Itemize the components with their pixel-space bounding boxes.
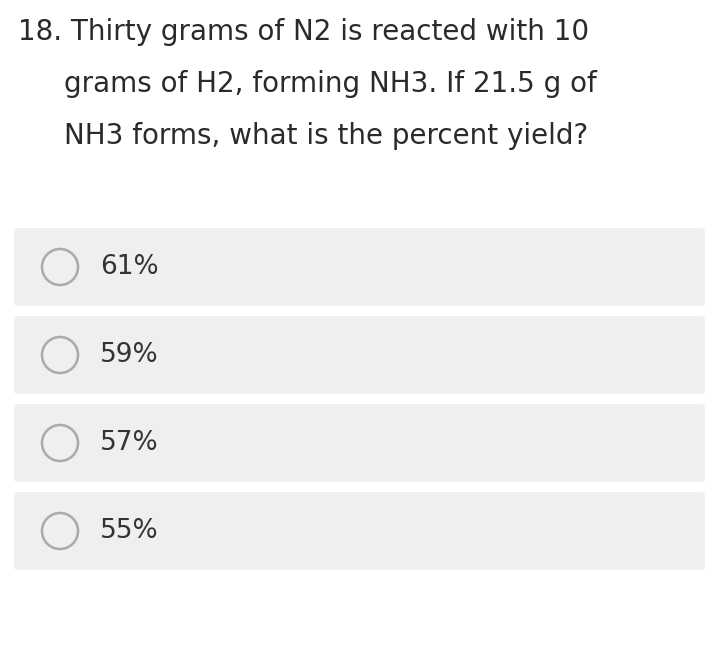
Text: grams of H2, forming NH3. If 21.5 g of: grams of H2, forming NH3. If 21.5 g of <box>64 70 597 98</box>
Text: 61%: 61% <box>100 254 159 280</box>
FancyBboxPatch shape <box>14 404 705 482</box>
Text: NH3 forms, what is the percent yield?: NH3 forms, what is the percent yield? <box>64 122 588 150</box>
FancyBboxPatch shape <box>14 228 705 306</box>
Text: 55%: 55% <box>100 518 159 544</box>
FancyBboxPatch shape <box>14 492 705 570</box>
Text: 57%: 57% <box>100 430 159 456</box>
Text: 18. Thirty grams of N2 is reacted with 10: 18. Thirty grams of N2 is reacted with 1… <box>18 18 589 46</box>
Text: 59%: 59% <box>100 342 159 368</box>
FancyBboxPatch shape <box>14 316 705 394</box>
